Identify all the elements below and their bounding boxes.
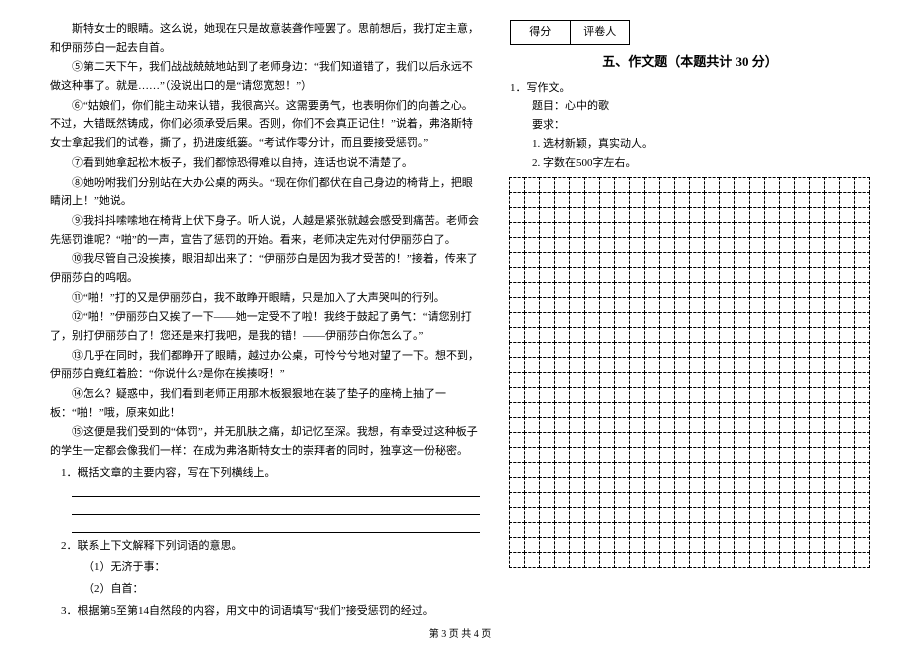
section-title: 五、作文题（本题共计 30 分） xyxy=(510,51,870,73)
grader-label: 评卷人 xyxy=(571,21,630,44)
passage-paragraph: ⑬几乎在同时，我们都睁开了眼睛，越过办公桌，可怜兮兮地对望了一下。想不到，伊丽莎… xyxy=(50,347,480,384)
blank-line xyxy=(72,501,480,515)
q2-sub2: （2）自首： xyxy=(83,580,480,599)
passage-paragraph: 斯特女士的眼睛。这么说，她现在只是故意装聋作哑罢了。思前想后，我打定主意，和伊丽… xyxy=(50,20,480,57)
passage-paragraph: ⑧她吩咐我们分别站在大办公桌的两头。“现在你们都伏在自己身边的椅背上，把眼睛闭上… xyxy=(50,174,480,211)
score-box: 得分 评卷人 xyxy=(510,20,630,45)
passage-paragraph: ⑮这便是我们受到的“体罚”，并无肌肤之痛，却记忆至深。我想，有幸受过这种板子的学… xyxy=(50,423,480,460)
passage-paragraph: ⑭怎么？疑惑中，我们看到老师正用那木板狠狠地在装了垫子的座椅上抽了一板：“啪！”… xyxy=(50,385,480,422)
left-column: 斯特女士的眼睛。这么说，她现在只是故意装聋作哑罢了。思前想后，我打定主意，和伊丽… xyxy=(50,20,480,617)
writing-grid xyxy=(510,178,870,568)
q3: 3．根据第5至第14自然段的内容，用文中的词语填写“我们”接受惩罚的经过。 xyxy=(61,602,480,617)
q1: 1．概括文章的主要内容，写在下列横线上。 xyxy=(61,464,480,483)
q2: 2．联系上下文解释下列词语的意思。 xyxy=(61,537,480,556)
passage-paragraph: ⑪“啪！”打的又是伊丽莎白，我不敢睁开眼睛，只是加入了大声哭叫的行列。 xyxy=(50,289,480,308)
essay-title: 题目：心中的歌 xyxy=(532,97,870,116)
passage-paragraph: ⑥“姑娘们，你们能主动来认错，我很高兴。这需要勇气，也表明你们的向善之心。不过，… xyxy=(50,97,480,153)
right-column: 得分 评卷人 五、作文题（本题共计 30 分） 1．写作文。 题目：心中的歌 要… xyxy=(510,20,870,617)
page-footer: 第 3 页 共 4 页 xyxy=(50,625,870,640)
passage-paragraph: ⑫“啪！”伊丽莎白又挨了一下——她一定受不了啦！我终于鼓起了勇气：“请您别打了，… xyxy=(50,308,480,345)
passage-paragraph: ⑦看到她拿起松木板子，我们都惊恐得难以自持，连话也说不清楚了。 xyxy=(50,154,480,173)
essay-req1: 1. 选材新颖，真实动人。 xyxy=(532,135,870,154)
essay-q: 1．写作文。 xyxy=(510,79,870,98)
blank-line xyxy=(72,519,480,533)
q2-sub1: （1）无济于事： xyxy=(83,558,480,577)
passage-paragraph: ⑨我抖抖嗦嗦地在椅背上伏下身子。听人说，人越是紧张就越会感受到痛苦。老师会先惩罚… xyxy=(50,212,480,249)
blank-line xyxy=(72,483,480,497)
score-label: 得分 xyxy=(511,21,571,44)
essay-req-label: 要求： xyxy=(532,116,870,135)
essay-req2: 2. 字数在500字左右。 xyxy=(532,154,870,173)
passage-paragraph: ⑩我尽管自己没挨揍，眼泪却出来了：“伊丽莎白是因为我才受苦的！”接着，传来了伊丽… xyxy=(50,250,480,287)
passage-paragraph: ⑤第二天下午，我们战战兢兢地站到了老师身边：“我们知道错了，我们以后永远不做这种… xyxy=(50,58,480,95)
